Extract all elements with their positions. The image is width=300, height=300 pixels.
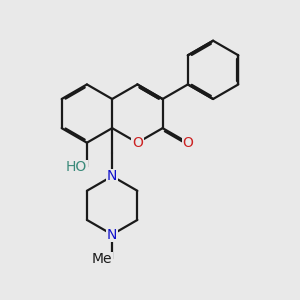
Text: HO: HO: [66, 160, 87, 175]
Text: N: N: [107, 169, 117, 183]
Text: Me: Me: [92, 252, 112, 266]
Text: N: N: [107, 227, 117, 242]
Text: O: O: [182, 136, 193, 150]
Text: O: O: [132, 136, 143, 150]
